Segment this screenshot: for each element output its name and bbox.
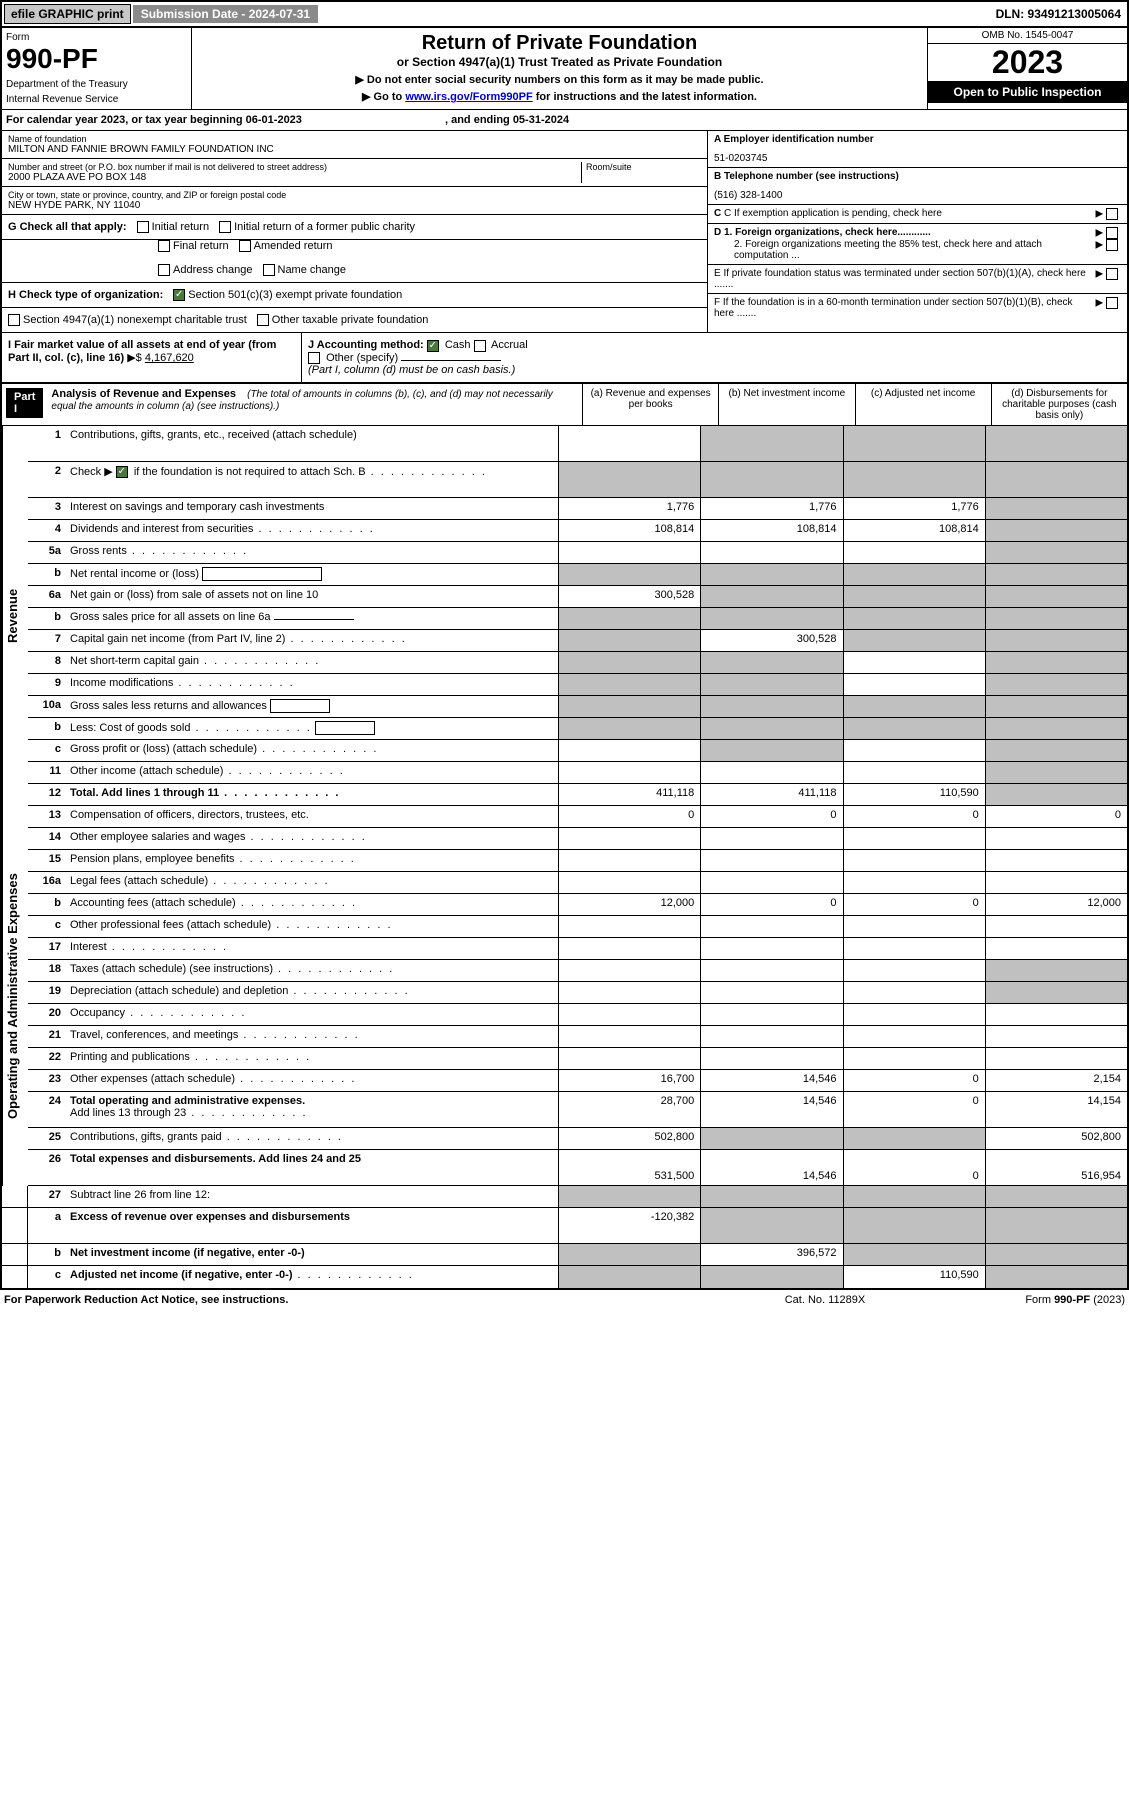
- form-header: Form 990-PF Department of the Treasury I…: [2, 28, 1127, 110]
- dln-label: DLN: 93491213005064: [996, 7, 1127, 21]
- form-subtitle: or Section 4947(a)(1) Trust Treated as P…: [196, 55, 923, 69]
- other-taxable-checkbox[interactable]: [257, 314, 269, 326]
- instr-1: ▶ Do not enter social security numbers o…: [196, 73, 923, 86]
- part1-header: Part I Analysis of Revenue and Expenses …: [2, 383, 1127, 426]
- address-change-checkbox[interactable]: [158, 264, 170, 276]
- h-checks-row: H Check type of organization: Section 50…: [2, 283, 707, 308]
- calendar-year-row: For calendar year 2023, or tax year begi…: [2, 110, 1127, 131]
- fmv-value: 4,167,620: [145, 352, 194, 364]
- initial-former-checkbox[interactable]: [219, 221, 231, 233]
- schb-checkbox[interactable]: [116, 466, 128, 478]
- d-check-cell: D 1. Foreign organizations, check here..…: [708, 224, 1127, 265]
- ein-cell: A Employer identification number 51-0203…: [708, 131, 1127, 168]
- 4947-checkbox[interactable]: [8, 314, 20, 326]
- part1-badge: Part I: [6, 388, 43, 418]
- form-title: Return of Private Foundation: [196, 32, 923, 55]
- form-number: 990-PF: [6, 43, 187, 75]
- d2-checkbox[interactable]: [1106, 239, 1118, 251]
- amended-return-checkbox[interactable]: [239, 240, 251, 252]
- col-b-header: (b) Net investment income: [718, 384, 854, 425]
- e-checkbox[interactable]: [1106, 268, 1118, 280]
- g-checks-row: G Check all that apply: Initial return I…: [2, 215, 707, 240]
- e-check-cell: E If private foundation status was termi…: [708, 265, 1127, 294]
- form-label: Form: [6, 32, 187, 43]
- c-checkbox[interactable]: [1106, 208, 1118, 220]
- phone-cell: B Telephone number (see instructions) (5…: [708, 168, 1127, 205]
- accrual-checkbox[interactable]: [474, 340, 486, 352]
- col-c-header: (c) Adjusted net income: [855, 384, 991, 425]
- final-return-checkbox[interactable]: [158, 240, 170, 252]
- city-cell: City or town, state or province, country…: [2, 187, 707, 215]
- other-method-checkbox[interactable]: [308, 352, 320, 364]
- col-a-header: (a) Revenue and expenses per books: [582, 384, 718, 425]
- dept-treasury: Department of the Treasury: [6, 79, 187, 90]
- efile-print-button[interactable]: efile GRAPHIC print: [4, 4, 131, 24]
- submission-date: Submission Date - 2024-07-31: [133, 5, 318, 23]
- cash-checkbox[interactable]: [427, 340, 439, 352]
- instr-2: ▶ Go to www.irs.gov/Form990PF for instru…: [196, 90, 923, 103]
- footer: For Paperwork Reduction Act Notice, see …: [0, 1290, 1129, 1310]
- name-change-checkbox[interactable]: [263, 264, 275, 276]
- irs-link[interactable]: www.irs.gov/Form990PF: [405, 91, 532, 103]
- d1-checkbox[interactable]: [1106, 227, 1118, 239]
- tax-year: 2023: [928, 44, 1127, 81]
- initial-return-checkbox[interactable]: [137, 221, 149, 233]
- open-public-badge: Open to Public Inspection: [928, 81, 1127, 103]
- omb-number: OMB No. 1545-0047: [928, 28, 1127, 44]
- dept-irs: Internal Revenue Service: [6, 94, 187, 105]
- col-d-header: (d) Disbursements for charitable purpose…: [991, 384, 1127, 425]
- revenue-label: Revenue: [2, 426, 28, 806]
- c-check-cell: C C If exemption application is pending,…: [708, 205, 1127, 224]
- f-checkbox[interactable]: [1106, 297, 1118, 309]
- address-cell: Number and street (or P.O. box number if…: [2, 159, 707, 187]
- 501c3-checkbox[interactable]: [173, 289, 185, 301]
- foundation-name-cell: Name of foundation MILTON AND FANNIE BRO…: [2, 131, 707, 159]
- expenses-label: Operating and Administrative Expenses: [2, 806, 28, 1186]
- top-bar: efile GRAPHIC print Submission Date - 20…: [2, 2, 1127, 28]
- f-check-cell: F If the foundation is in a 60-month ter…: [708, 294, 1127, 322]
